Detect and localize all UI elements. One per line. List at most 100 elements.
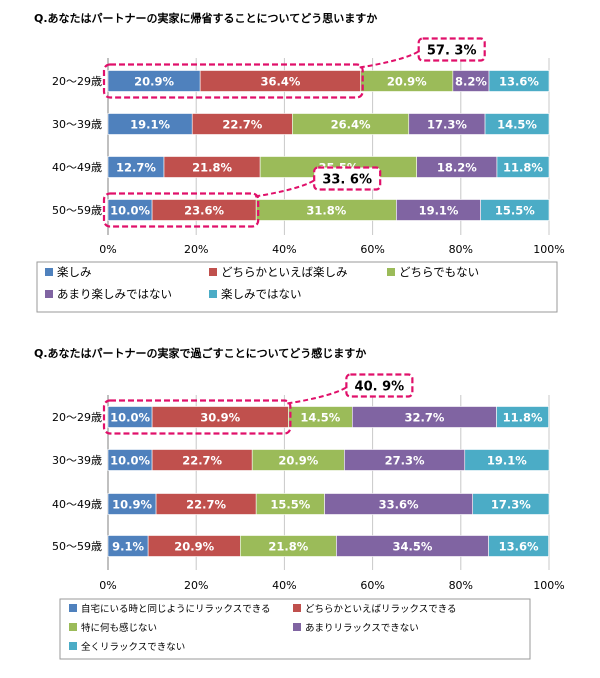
category-label: 20〜29歳 <box>52 75 102 88</box>
bar-segment <box>488 535 549 557</box>
legend-label: 楽しみではない <box>221 287 302 301</box>
data-label: 19.1% <box>487 454 527 468</box>
data-label: 22.7% <box>222 118 262 132</box>
x-tick-label: 40% <box>272 579 296 592</box>
x-tick-label: 100% <box>533 243 564 256</box>
callout-label: 33. 6% <box>322 173 372 188</box>
data-label: 36.4% <box>260 75 300 89</box>
callout-box <box>345 373 414 398</box>
callout-connector <box>255 179 315 198</box>
data-label: 23.6% <box>184 204 224 218</box>
bar-segment <box>496 406 549 428</box>
legend-label: どちらかといえば楽しみ <box>221 265 348 279</box>
x-tick-label: 20% <box>184 579 208 592</box>
data-label: 34.5% <box>393 540 433 554</box>
data-label: 14.5% <box>300 411 340 425</box>
data-label: 10.9% <box>112 498 152 512</box>
legend-swatch <box>293 604 301 612</box>
legend-label: あまりリラックスできない <box>305 623 419 634</box>
bar-segment <box>480 199 550 221</box>
data-label: 31.8% <box>306 204 346 218</box>
data-label: 15.5% <box>270 498 310 512</box>
data-label: 26.4% <box>331 118 371 132</box>
bar-segment <box>496 156 550 178</box>
callout-label: 40. 9% <box>355 380 405 395</box>
legend-label: どちらかといえばリラックスできる <box>305 604 457 615</box>
data-label: 10.0% <box>110 454 150 468</box>
bar-segment <box>484 113 550 135</box>
data-label: 20.9% <box>174 540 214 554</box>
category-label: 30〜39歳 <box>52 118 102 131</box>
bar-segment <box>488 70 550 92</box>
data-label: 20.9% <box>387 75 427 89</box>
chart-title: Q.あなたはパートナーの実家に帰省することについてどう思いますか <box>34 11 377 25</box>
data-label: 10.0% <box>110 411 150 425</box>
data-label: 21.8% <box>268 540 308 554</box>
data-label: 9.1% <box>112 540 144 554</box>
x-tick-label: 60% <box>360 243 384 256</box>
legend-swatch <box>45 268 53 276</box>
callout-connector <box>359 50 420 69</box>
legend-box <box>36 261 558 313</box>
highlight-box <box>102 63 364 99</box>
data-label: 30.9% <box>200 411 240 425</box>
data-label: 19.1% <box>419 204 459 218</box>
data-label: 10.0% <box>110 204 150 218</box>
data-label: 13.6% <box>499 540 539 554</box>
legend-label: どちらでもない <box>399 265 479 279</box>
category-label: 50〜59歳 <box>52 204 102 217</box>
data-label: 32.7% <box>404 411 444 425</box>
bar-segment <box>464 449 550 471</box>
data-label: 18.2% <box>437 161 477 175</box>
category-label: 40〜49歳 <box>52 161 102 174</box>
category-label: 40〜49歳 <box>52 498 102 511</box>
legend-swatch <box>209 268 217 276</box>
x-tick-label: 60% <box>360 579 384 592</box>
legend-swatch <box>45 290 53 298</box>
legend-swatch <box>293 623 301 631</box>
category-label: 30〜39歳 <box>52 454 102 467</box>
data-label: 14.5% <box>497 118 537 132</box>
chart-title: Q.あなたはパートナーの実家で過ごすことについてどう感じますか <box>34 346 366 360</box>
legend-label: 自宅にいる時と同じようにリラックスできる <box>81 603 271 615</box>
chart-1: Q.あなたはパートナーの実家に帰省することについてどう思いますか 0% 20% 40%… <box>34 11 565 313</box>
chart-2: Q.あなたはパートナーの実家で過ごすことについてどう感じますか 0% 20% 40% 6… <box>34 346 565 660</box>
data-label: 27.3% <box>385 454 425 468</box>
callout-connector <box>287 386 347 405</box>
data-label: 15.5% <box>495 204 535 218</box>
legend-swatch <box>69 623 77 631</box>
legend-swatch <box>69 604 77 612</box>
data-label: 13.6% <box>499 75 539 89</box>
data-label: 20.9% <box>278 454 318 468</box>
legend-label: 特に何も感じない <box>81 622 157 634</box>
x-tick-label: 40% <box>272 243 296 256</box>
data-label: 22.7% <box>186 498 226 512</box>
data-label: 8.2% <box>455 75 487 89</box>
data-label: 21.8% <box>192 161 232 175</box>
legend-swatch <box>69 642 77 650</box>
callout-box <box>313 166 382 191</box>
legend-label: 全くリラックスできない <box>81 641 185 653</box>
x-tick-label: 20% <box>184 243 208 256</box>
highlight-box <box>102 399 292 435</box>
data-label: 17.3% <box>491 498 531 512</box>
callout-box <box>417 37 486 62</box>
legend-swatch <box>209 290 217 298</box>
data-label: 12.7% <box>116 161 156 175</box>
highlight-box <box>102 192 260 228</box>
data-label: 11.8% <box>503 161 543 175</box>
x-tick-label: 100% <box>533 579 564 592</box>
data-label: 20.9% <box>134 75 174 89</box>
data-label: 11.8% <box>503 411 543 425</box>
category-label: 20〜29歳 <box>52 411 102 424</box>
data-label: 19.1% <box>130 118 170 132</box>
category-label: 50〜59歳 <box>52 540 102 553</box>
legend-label: 楽しみ <box>57 265 92 279</box>
bar-segment <box>472 493 550 515</box>
x-tick-label: 80% <box>449 579 473 592</box>
legend-label: あまり楽しみではない <box>57 287 172 301</box>
data-label: 33.6% <box>379 498 419 512</box>
callout-label: 57. 3% <box>427 44 477 59</box>
x-tick-label: 0% <box>99 579 116 592</box>
